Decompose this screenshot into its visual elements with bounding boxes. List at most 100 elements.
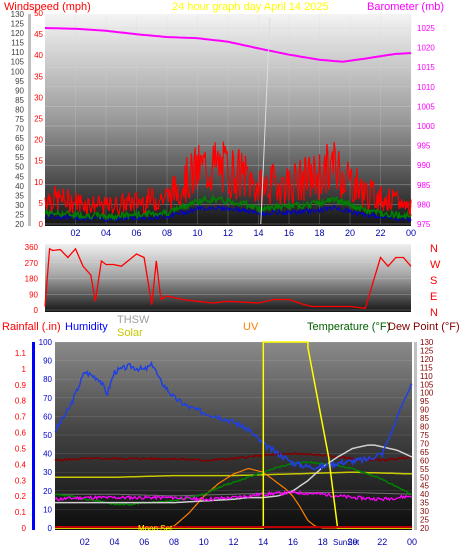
p3-x-tick: 22 <box>377 537 387 547</box>
p1-left-tick: 75 <box>15 115 24 124</box>
p3-right-tick: 130 <box>420 338 434 347</box>
p1-x-tick: 14 <box>253 228 263 238</box>
p1-left-tick: 115 <box>11 39 24 48</box>
p3-right-tick: 110 <box>420 372 433 381</box>
p3-right-tick: 30 <box>420 507 429 516</box>
p3-x-tick: 02 <box>80 537 90 547</box>
p1-left-tick: 60 <box>15 144 24 153</box>
p1-x-tick: 00 <box>406 228 416 238</box>
p2-left-tick: 270 <box>25 259 39 268</box>
p3-right-tick: 20 <box>420 524 429 533</box>
p1-left-tick: 55 <box>15 153 24 162</box>
p1-right-tick: 995 <box>417 142 431 151</box>
thsw-label: THSW <box>117 314 150 326</box>
p3-humidity-tick: 90 <box>43 357 52 366</box>
p1-left-tick: 45 <box>15 172 24 181</box>
windspeed-axis-label: Windspeed (mph) <box>4 1 91 13</box>
p1-right-tick: 980 <box>417 200 431 209</box>
wind-direction-line <box>44 247 412 310</box>
p2-left-tick: 0 <box>34 306 39 315</box>
panel1-left-axis-ticks: 2025303540455055606570758085909510010511… <box>11 10 25 229</box>
solar-label: Solar <box>117 327 143 339</box>
p1-left-tick: 85 <box>15 96 24 105</box>
p3-x-tick: 04 <box>109 537 119 547</box>
temperature-line <box>54 452 413 463</box>
panel2-gridlines <box>45 246 411 311</box>
p1-windspeed-tick: 25 <box>34 115 43 124</box>
p3-right-tick: 80 <box>420 423 429 432</box>
p3-right-tick: 90 <box>420 406 429 415</box>
p2-left-tick: 360 <box>25 243 39 252</box>
chart-title: 24 hour graph day April 14 2025 <box>172 1 329 13</box>
p1-right-tick: 1005 <box>417 102 435 111</box>
temperature-label: Temperature (°F) <box>307 321 390 333</box>
p1-windspeed-tick: 50 <box>34 9 43 18</box>
windspeed-line <box>44 141 412 218</box>
p1-right-tick: 1025 <box>417 24 435 33</box>
thsw-line <box>55 444 413 504</box>
p3-x-tick: 14 <box>258 537 268 547</box>
dewpoint-label: Dew Point (°F) <box>388 321 459 333</box>
p3-right-tick: 115 <box>420 363 433 372</box>
rainfall-axis-ticks: 0 0.1 0.2 0.3 0.4 0.5 0.6 0.7 0.8 0.9 1 1.1 <box>15 349 27 533</box>
panel1-windspeed-axis-ticks: 0 5 10 15 20 25 30 35 40 45 50 <box>34 9 43 229</box>
gust-blue-line <box>44 203 412 223</box>
barometer-axis-label: Barometer (mb) <box>367 1 444 13</box>
p1-x-tick: 10 <box>192 228 202 238</box>
p1-windspeed-tick: 35 <box>34 72 43 81</box>
p1-right-tick: 975 <box>417 220 431 229</box>
p1-left-tick: 130 <box>11 10 25 19</box>
humidity-axis-ticks: 0 10 20 30 40 50 60 70 80 90 100 <box>39 338 53 533</box>
p1-x-tick: 12 <box>223 228 233 238</box>
p3-rainfall-tick: 0.6 <box>15 429 27 438</box>
p3-right-tick: 100 <box>420 389 434 398</box>
p1-x-tick: 22 <box>375 228 385 238</box>
panel3-right-axis-bar <box>414 342 417 530</box>
p1-x-tick: 08 <box>162 228 172 238</box>
p3-right-tick: 45 <box>420 482 429 491</box>
panel1-spike-line <box>260 17 271 225</box>
rainfall-label: Rainfall (.in) <box>2 321 61 333</box>
p1-left-tick: 25 <box>15 210 24 219</box>
p3-right-tick: 70 <box>420 439 429 448</box>
panel-wind-barometer: 2025303540455055606570758085909510010511… <box>4 1 444 238</box>
solar-line <box>55 471 412 479</box>
p3-rainfall-tick: 0.2 <box>15 492 27 501</box>
humidity-label: Humidity <box>65 321 108 333</box>
p3-x-tick: 16 <box>288 537 298 547</box>
barometer-line <box>44 27 412 63</box>
magenta-band-line <box>54 489 413 502</box>
p2-direction-label: S <box>430 275 437 287</box>
p3-humidity-tick: 30 <box>43 468 52 477</box>
p1-right-tick: 985 <box>417 181 431 190</box>
p3-right-tick: 120 <box>420 355 434 364</box>
p3-humidity-tick: 70 <box>43 394 52 403</box>
p3-rainfall-tick: 0.7 <box>15 413 27 422</box>
p3-right-tick: 65 <box>420 448 429 457</box>
p3-humidity-tick: 10 <box>43 505 52 514</box>
p3-right-tick: 25 <box>420 516 429 525</box>
p3-humidity-tick: 60 <box>43 412 52 421</box>
p1-x-tick: 18 <box>314 228 324 238</box>
p3-rainfall-tick: 0.9 <box>15 381 27 390</box>
p1-right-tick: 1020 <box>417 44 435 53</box>
p1-right-tick: 1000 <box>417 122 435 131</box>
p3-rainfall-tick: 0.4 <box>15 460 27 469</box>
p3-right-tick: 60 <box>420 456 429 465</box>
uv-line <box>55 341 412 529</box>
p3-x-tick: 06 <box>139 537 149 547</box>
p3-humidity-tick: 100 <box>39 338 53 347</box>
p3-rainfall-tick: 1.1 <box>15 349 27 358</box>
p3-humidity-tick: 20 <box>43 487 52 496</box>
p1-windspeed-tick: 30 <box>34 93 43 102</box>
p3-rainfall-tick: 0.8 <box>15 397 27 406</box>
p2-direction-label: W <box>430 259 441 271</box>
p3-right-tick: 105 <box>420 380 434 389</box>
p3-humidity-tick: 40 <box>43 450 52 459</box>
p3-x-tick: 12 <box>228 537 238 547</box>
p3-rainfall-tick: 0.1 <box>15 508 27 517</box>
